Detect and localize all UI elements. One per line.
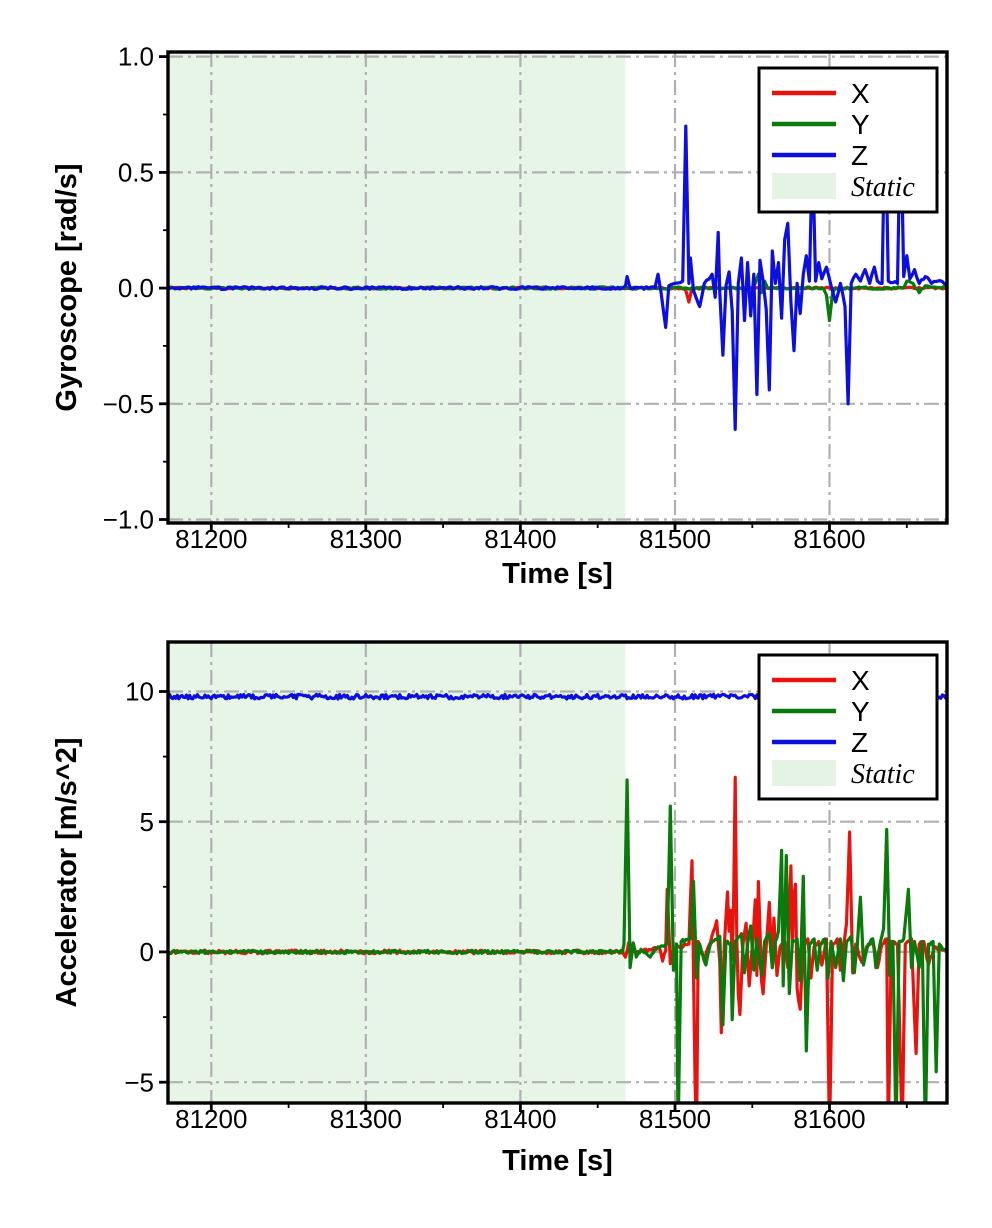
legend-label: X: [851, 665, 870, 696]
accelerator-chart: 81200 81300 81400 81500 81600 10 5 0 −5 Time [s] A…: [51, 640, 949, 1177]
x-tick-label: 81300: [330, 1104, 402, 1134]
legend-entry: X: [772, 78, 870, 109]
legend-entry: Y: [772, 696, 870, 727]
x-tick-label: 81600: [793, 524, 865, 554]
x-tick-label: 81400: [484, 524, 556, 554]
axis-ticks: [159, 690, 908, 1112]
y-axis: 10 5 0 −5: [124, 677, 154, 1098]
x-tick-label: 81200: [175, 1104, 247, 1134]
x-tick-label: 81500: [639, 524, 711, 554]
x-axis-label: Time [s]: [502, 558, 613, 590]
legend-label: Static: [851, 172, 915, 203]
gyroscope-chart: 81200 81300 81400 81500 81600 1.0 0.5 0.0 −0.5 −1…: [51, 42, 949, 590]
legend-entry: Static: [772, 172, 915, 203]
legend-label: Static: [851, 759, 915, 790]
x-axis: 81200 81300 81400 81500 81600: [175, 1104, 866, 1134]
x-tick-label: 81600: [793, 1104, 865, 1134]
legend-entry: Z: [772, 727, 868, 758]
x-tick-label: 81400: [484, 1104, 556, 1134]
legend-label: X: [851, 78, 870, 109]
legend-entry: Static: [772, 759, 915, 790]
y-tick-label: 0.5: [118, 158, 154, 188]
series-z-line: [168, 101, 947, 431]
axis-ticks: [159, 55, 908, 532]
series-lines: [168, 101, 947, 431]
y-tick-label: 1.0: [118, 42, 154, 72]
y-axis: 1.0 0.5 0.0 −0.5 −1.0: [103, 42, 154, 535]
legend-label: Y: [851, 696, 870, 727]
y-tick-label: −0.5: [103, 389, 154, 419]
x-axis-label: Time [s]: [502, 1145, 613, 1177]
y-tick-label: 0.0: [118, 273, 154, 303]
y-tick-label: 10: [125, 677, 154, 707]
legend-label: Y: [851, 109, 870, 140]
plot-frame: [166, 640, 949, 1105]
legend-label: Z: [851, 727, 868, 758]
legend-patch-sample: [772, 760, 836, 786]
x-axis: 81200 81300 81400 81500 81600: [175, 524, 866, 554]
legend-entry: Z: [772, 140, 868, 171]
x-tick-label: 81300: [330, 524, 402, 554]
legend-patch-sample: [772, 173, 836, 199]
y-tick-label: −5: [124, 1067, 154, 1097]
y-tick-label: −1.0: [103, 505, 154, 535]
static-region: [168, 642, 626, 1103]
legend-entry: Y: [772, 109, 870, 140]
y-axis-label: Gyroscope [rad/s]: [51, 163, 83, 411]
y-tick-label: 0: [140, 937, 154, 967]
series-y-line: [168, 778, 947, 1103]
x-tick-label: 81200: [175, 524, 247, 554]
x-tick-label: 81500: [639, 1104, 711, 1134]
legend-label: Z: [851, 140, 868, 171]
y-tick-label: 5: [140, 807, 154, 837]
legend-entry: X: [772, 665, 870, 696]
y-axis-label: Accelerator [m/s^2]: [51, 738, 83, 1008]
